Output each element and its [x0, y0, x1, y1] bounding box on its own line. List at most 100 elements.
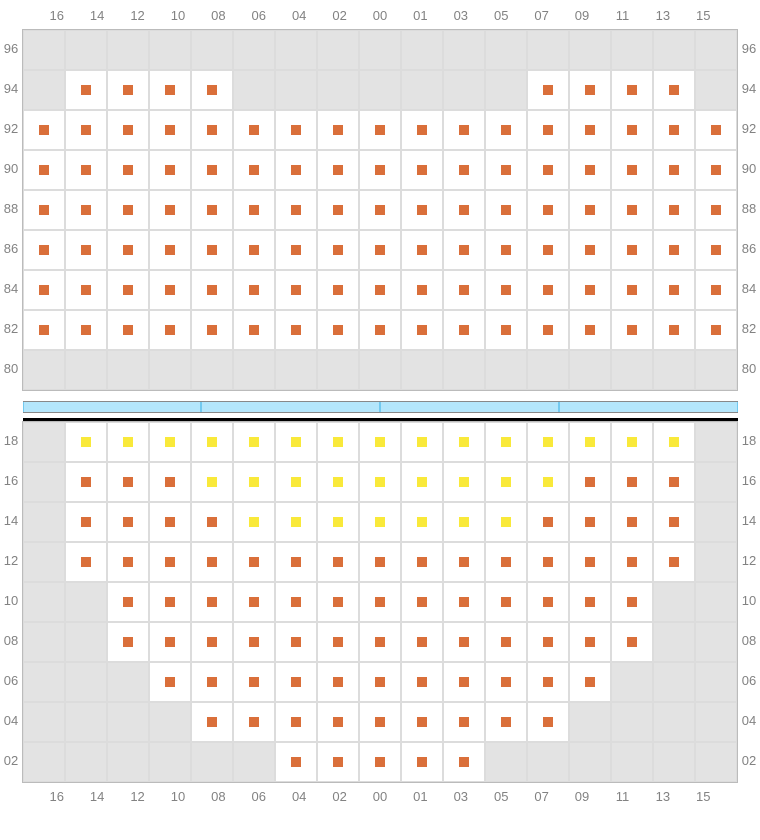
seat-orange[interactable]: [333, 557, 343, 567]
seat-orange[interactable]: [669, 205, 679, 215]
seat-orange[interactable]: [165, 85, 175, 95]
seat-orange[interactable]: [291, 285, 301, 295]
seat-yellow[interactable]: [333, 517, 343, 527]
seat-yellow[interactable]: [249, 437, 259, 447]
seat-orange[interactable]: [81, 165, 91, 175]
seat-orange[interactable]: [669, 85, 679, 95]
seat-orange[interactable]: [165, 325, 175, 335]
seat-orange[interactable]: [291, 325, 301, 335]
seat-orange[interactable]: [39, 245, 49, 255]
seat-orange[interactable]: [459, 165, 469, 175]
seat-orange[interactable]: [123, 125, 133, 135]
seat-yellow[interactable]: [459, 437, 469, 447]
seat-orange[interactable]: [417, 597, 427, 607]
seat-orange[interactable]: [333, 285, 343, 295]
seat-orange[interactable]: [417, 677, 427, 687]
seat-orange[interactable]: [501, 717, 511, 727]
seat-orange[interactable]: [711, 245, 721, 255]
seat-orange[interactable]: [459, 245, 469, 255]
seat-orange[interactable]: [501, 245, 511, 255]
seat-orange[interactable]: [417, 557, 427, 567]
seat-orange[interactable]: [249, 597, 259, 607]
seat-orange[interactable]: [123, 285, 133, 295]
seat-orange[interactable]: [459, 637, 469, 647]
seat-orange[interactable]: [585, 245, 595, 255]
seat-yellow[interactable]: [291, 437, 301, 447]
seat-orange[interactable]: [627, 637, 637, 647]
seat-orange[interactable]: [543, 285, 553, 295]
seat-orange[interactable]: [81, 517, 91, 527]
seat-yellow[interactable]: [459, 517, 469, 527]
seat-yellow[interactable]: [669, 437, 679, 447]
seat-orange[interactable]: [123, 557, 133, 567]
seat-orange[interactable]: [375, 637, 385, 647]
seat-yellow[interactable]: [165, 437, 175, 447]
seat-orange[interactable]: [291, 165, 301, 175]
seat-yellow[interactable]: [627, 437, 637, 447]
seat-orange[interactable]: [417, 245, 427, 255]
seat-orange[interactable]: [207, 85, 217, 95]
seat-orange[interactable]: [207, 717, 217, 727]
seat-orange[interactable]: [543, 637, 553, 647]
seat-orange[interactable]: [375, 205, 385, 215]
seat-yellow[interactable]: [501, 437, 511, 447]
seat-orange[interactable]: [669, 477, 679, 487]
seat-orange[interactable]: [711, 285, 721, 295]
seat-orange[interactable]: [627, 245, 637, 255]
seat-yellow[interactable]: [123, 437, 133, 447]
seat-orange[interactable]: [627, 165, 637, 175]
seat-orange[interactable]: [333, 717, 343, 727]
seat-orange[interactable]: [459, 717, 469, 727]
seat-orange[interactable]: [291, 717, 301, 727]
seat-yellow[interactable]: [417, 517, 427, 527]
seat-orange[interactable]: [711, 205, 721, 215]
seat-orange[interactable]: [375, 165, 385, 175]
seat-orange[interactable]: [585, 165, 595, 175]
seat-orange[interactable]: [123, 205, 133, 215]
seat-orange[interactable]: [165, 125, 175, 135]
seat-orange[interactable]: [291, 637, 301, 647]
seat-orange[interactable]: [669, 325, 679, 335]
seat-orange[interactable]: [165, 205, 175, 215]
seat-orange[interactable]: [543, 205, 553, 215]
seat-orange[interactable]: [543, 325, 553, 335]
seat-orange[interactable]: [81, 125, 91, 135]
seat-orange[interactable]: [459, 757, 469, 767]
seat-orange[interactable]: [291, 757, 301, 767]
seat-orange[interactable]: [459, 205, 469, 215]
seat-orange[interactable]: [501, 557, 511, 567]
seat-orange[interactable]: [249, 557, 259, 567]
seat-orange[interactable]: [81, 557, 91, 567]
seat-orange[interactable]: [333, 677, 343, 687]
seat-orange[interactable]: [375, 325, 385, 335]
seat-orange[interactable]: [627, 285, 637, 295]
seat-orange[interactable]: [501, 205, 511, 215]
seat-orange[interactable]: [333, 757, 343, 767]
seat-orange[interactable]: [291, 557, 301, 567]
seat-orange[interactable]: [585, 125, 595, 135]
seat-orange[interactable]: [123, 477, 133, 487]
seat-yellow[interactable]: [333, 477, 343, 487]
seat-orange[interactable]: [249, 285, 259, 295]
seat-yellow[interactable]: [543, 437, 553, 447]
seat-orange[interactable]: [543, 125, 553, 135]
seat-orange[interactable]: [249, 717, 259, 727]
seat-yellow[interactable]: [501, 477, 511, 487]
seat-orange[interactable]: [375, 125, 385, 135]
seat-orange[interactable]: [501, 165, 511, 175]
seat-yellow[interactable]: [585, 437, 595, 447]
seat-orange[interactable]: [249, 165, 259, 175]
seat-orange[interactable]: [543, 245, 553, 255]
seat-orange[interactable]: [81, 205, 91, 215]
seat-orange[interactable]: [459, 557, 469, 567]
seat-orange[interactable]: [417, 325, 427, 335]
seat-orange[interactable]: [291, 597, 301, 607]
seat-orange[interactable]: [207, 285, 217, 295]
seat-orange[interactable]: [39, 285, 49, 295]
seat-orange[interactable]: [249, 245, 259, 255]
seat-orange[interactable]: [123, 165, 133, 175]
seat-orange[interactable]: [165, 165, 175, 175]
seat-orange[interactable]: [207, 205, 217, 215]
seat-orange[interactable]: [81, 285, 91, 295]
seat-orange[interactable]: [375, 285, 385, 295]
